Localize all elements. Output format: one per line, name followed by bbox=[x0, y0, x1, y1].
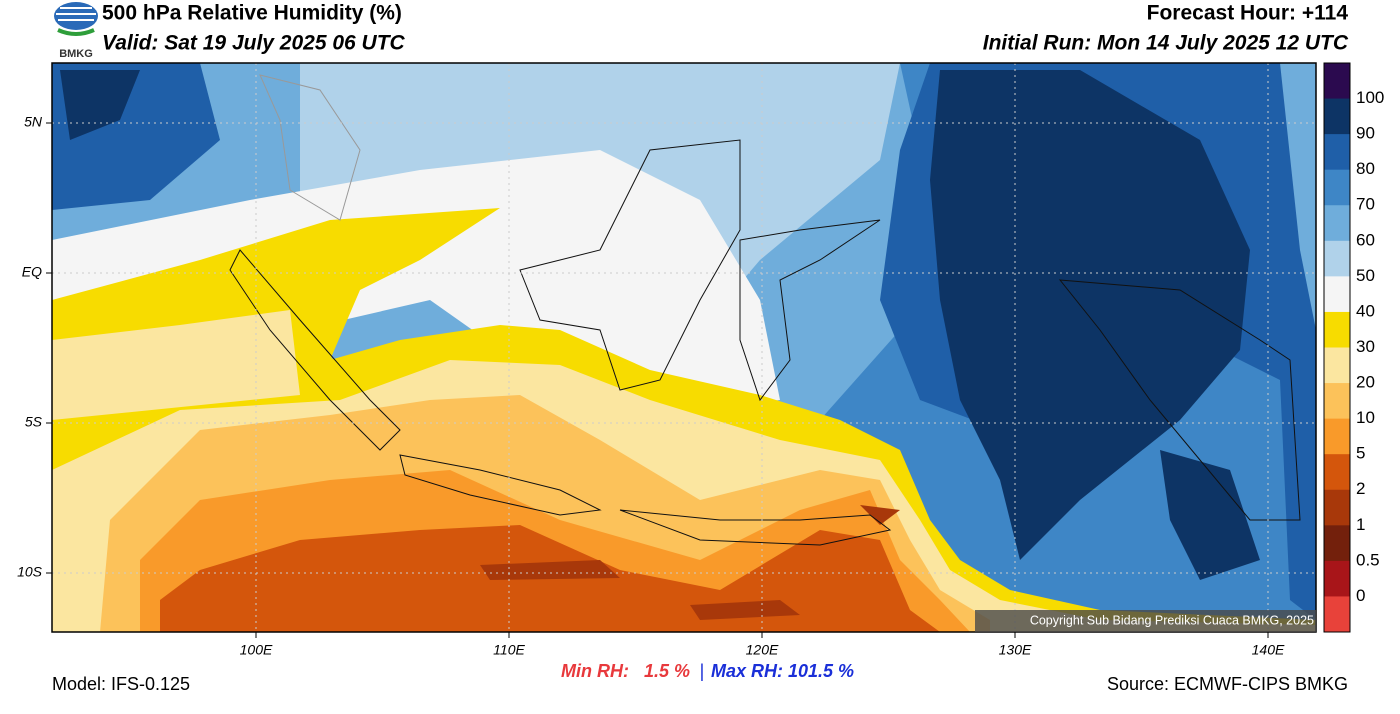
lon-label: 130E bbox=[999, 642, 1032, 658]
colorbar-label: 50 bbox=[1356, 266, 1375, 285]
colorbar-segment bbox=[1324, 418, 1350, 455]
colorbar-label: 60 bbox=[1356, 230, 1375, 249]
lon-label: 100E bbox=[240, 642, 273, 658]
min-rh: Min RH: 1.5 % bbox=[561, 661, 690, 681]
logo-text: BMKG bbox=[59, 48, 93, 60]
colorbar-segment bbox=[1324, 240, 1350, 277]
colorbar-label: 5 bbox=[1356, 444, 1365, 463]
colorbar-segment bbox=[1324, 454, 1350, 491]
lon-label: 120E bbox=[746, 642, 779, 658]
source: Source: ECMWF-CIPS BMKG bbox=[1107, 674, 1348, 694]
max-rh: Max RH: 101.5 % bbox=[711, 661, 854, 681]
colorbar-frame bbox=[1323, 62, 1351, 633]
colorbar-label: 90 bbox=[1356, 124, 1375, 143]
colorbar-segment bbox=[1324, 489, 1350, 526]
initial-run: Initial Run: Mon 14 July 2025 12 UTC bbox=[983, 32, 1349, 55]
logo: BMKG bbox=[54, 2, 98, 60]
colorbar-label: 40 bbox=[1356, 301, 1375, 320]
colorbar-label: 20 bbox=[1356, 373, 1375, 392]
model: Model: IFS-0.125 bbox=[52, 674, 190, 694]
colorbar-label: 80 bbox=[1356, 159, 1375, 178]
copyright: Copyright Sub Bidang Prediksi Cuaca BMKG… bbox=[1030, 613, 1314, 627]
colorbar-label: 30 bbox=[1356, 337, 1375, 356]
lat-label: 10S bbox=[17, 564, 43, 580]
lon-label: 110E bbox=[493, 642, 525, 658]
colorbar-label: 0.5 bbox=[1356, 550, 1380, 569]
colorbar-label: 2 bbox=[1356, 479, 1365, 498]
map-frame bbox=[51, 62, 1317, 633]
colorbar-segment bbox=[1324, 383, 1350, 420]
humidity-field bbox=[52, 63, 1316, 632]
colorbar-segment bbox=[1324, 347, 1350, 384]
colorbar-label: 10 bbox=[1356, 408, 1375, 427]
colorbar-segment bbox=[1324, 276, 1350, 313]
colorbar-segment bbox=[1324, 98, 1350, 135]
graticule bbox=[52, 63, 1316, 632]
lat-label: 5N bbox=[24, 114, 43, 130]
colorbar-label: 1 bbox=[1356, 515, 1365, 534]
colorbar-segment bbox=[1324, 205, 1350, 242]
separator: | bbox=[700, 661, 705, 681]
lon-label: 140E bbox=[1252, 642, 1285, 658]
colorbar-segment bbox=[1324, 525, 1350, 562]
colorbar-segment bbox=[1324, 596, 1350, 633]
colorbar-label: 0 bbox=[1356, 586, 1365, 605]
lat-label: 5S bbox=[25, 414, 43, 430]
colorbar-segment bbox=[1324, 560, 1350, 597]
forecast-hour: Forecast Hour: +114 bbox=[1147, 2, 1349, 25]
copyright-box bbox=[975, 610, 1316, 632]
colorbar-label: 70 bbox=[1356, 195, 1375, 214]
colorbar-segment bbox=[1324, 169, 1350, 206]
lat-label: EQ bbox=[22, 264, 42, 280]
title: 500 hPa Relative Humidity (%) bbox=[102, 2, 402, 25]
colorbar-segment bbox=[1324, 134, 1350, 171]
colorbar-segment bbox=[1324, 311, 1350, 348]
valid-time: Valid: Sat 19 July 2025 06 UTC bbox=[102, 32, 406, 55]
colorbar-label: 100 bbox=[1356, 88, 1384, 107]
colorbar-segment bbox=[1324, 63, 1350, 100]
